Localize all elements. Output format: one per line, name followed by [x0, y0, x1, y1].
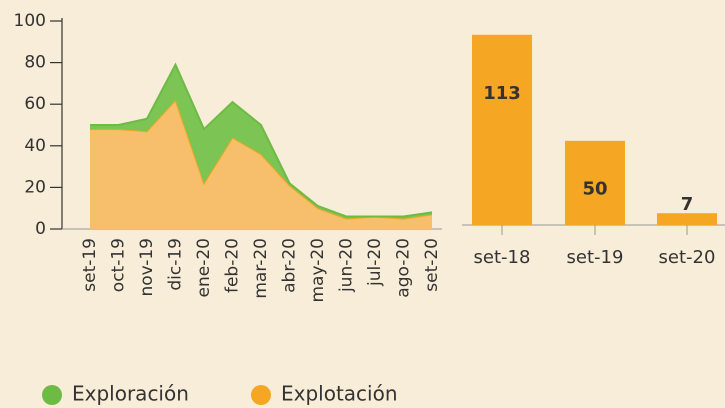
- y-tick-label: 20: [24, 177, 46, 197]
- area: [90, 100, 432, 229]
- y-tick-label: 40: [24, 136, 46, 156]
- x-tick-label: set-19: [80, 238, 100, 292]
- legend-swatch: [251, 385, 271, 405]
- x-tick-label: ene-20: [194, 238, 214, 297]
- x-tick-label: dic-19: [166, 238, 186, 291]
- area-line: [90, 62, 433, 218]
- x-tick-label: abr-20: [280, 238, 300, 293]
- legend-label: Exploración: [72, 382, 189, 406]
- x-tick-label: mar-20: [251, 238, 271, 299]
- bar: [657, 213, 717, 225]
- x-tick-label: nov-19: [137, 238, 157, 297]
- value-label: 113: [483, 83, 521, 104]
- bar: [565, 140, 625, 225]
- x-tick-label: may-20: [308, 238, 328, 303]
- x-tick-label: jun-20: [337, 238, 357, 293]
- legend-swatch: [42, 385, 62, 405]
- x-tick-label: set-20: [422, 238, 442, 292]
- x-tick-label: set-19: [567, 247, 624, 268]
- x-tick-label: oct-19: [109, 238, 129, 292]
- x-tick-label: ago-20: [394, 238, 414, 298]
- y-tick-label: 80: [24, 53, 46, 73]
- y-tick-label: 100: [14, 11, 46, 31]
- x-tick-label: feb-20: [223, 238, 243, 293]
- x-tick-label: set-20: [659, 247, 716, 268]
- x-tick-label: jul-20: [365, 238, 385, 287]
- y-tick-label: 0: [35, 219, 46, 239]
- x-tick-label: set-18: [474, 247, 531, 268]
- legend-label: Explotación: [281, 382, 398, 406]
- value-label: 7: [681, 194, 694, 215]
- area: [90, 64, 432, 219]
- bar: [472, 34, 532, 226]
- y-tick-label: 60: [24, 94, 46, 114]
- value-label: 50: [582, 178, 607, 199]
